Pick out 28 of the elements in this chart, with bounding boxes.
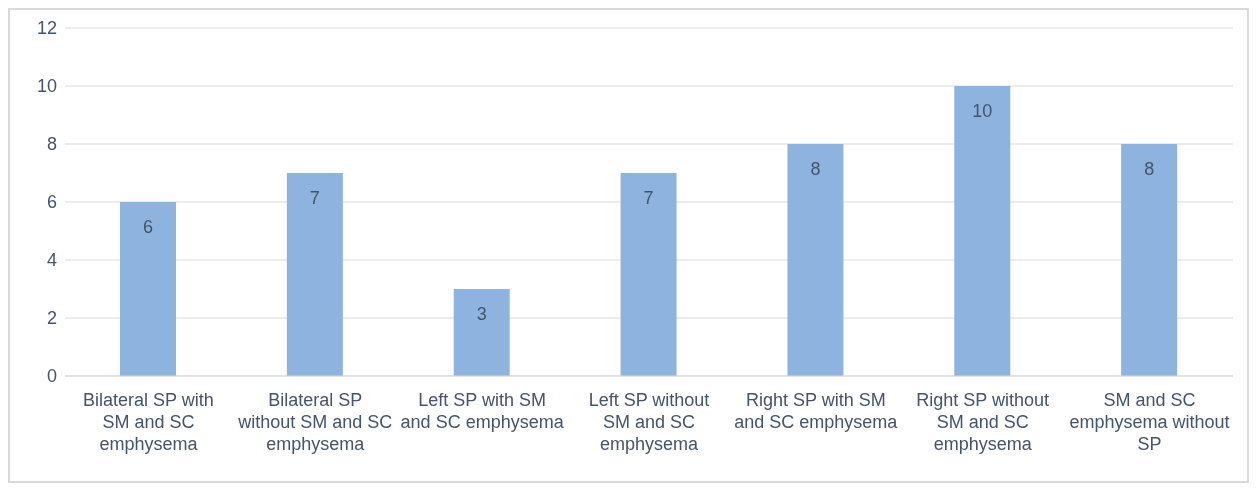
x-tick-label: SM and SC emphysema without SP bbox=[1069, 390, 1230, 454]
x-tick-label: Bilateral SP without SM and SC emphysema bbox=[237, 390, 393, 454]
bar bbox=[954, 86, 1011, 376]
x-tick-label: Right SP without SM and SC emphysema bbox=[916, 390, 1050, 454]
y-tick-label: 6 bbox=[46, 192, 57, 213]
data-label: 7 bbox=[309, 187, 320, 208]
x-tick-label: Bilateral SP with SM and SC emphysema bbox=[83, 390, 214, 454]
data-label: 8 bbox=[1144, 158, 1155, 179]
bar bbox=[286, 173, 343, 376]
y-tick-label: 2 bbox=[46, 308, 57, 329]
x-tick-label: Left SP without SM and SC emphysema bbox=[588, 390, 710, 454]
bar bbox=[453, 289, 510, 376]
x-tick-label: Right SP with SM and SC emphysema bbox=[734, 390, 899, 432]
data-label: 7 bbox=[643, 187, 654, 208]
data-label: 10 bbox=[972, 100, 993, 121]
data-label: 6 bbox=[142, 216, 154, 237]
bar bbox=[1121, 144, 1178, 376]
bar bbox=[787, 144, 844, 376]
y-tick-label: 4 bbox=[46, 250, 57, 271]
x-tick-label: Left SP with SM and SC emphysema bbox=[400, 390, 565, 432]
bar bbox=[620, 173, 677, 376]
bar bbox=[120, 202, 176, 376]
data-label: 3 bbox=[476, 303, 487, 324]
y-tick-label: 8 bbox=[46, 134, 57, 155]
y-tick-label: 10 bbox=[36, 76, 57, 97]
y-tick-label: 12 bbox=[36, 18, 57, 39]
data-label: 8 bbox=[810, 158, 821, 179]
y-tick-label: 0 bbox=[46, 366, 57, 387]
